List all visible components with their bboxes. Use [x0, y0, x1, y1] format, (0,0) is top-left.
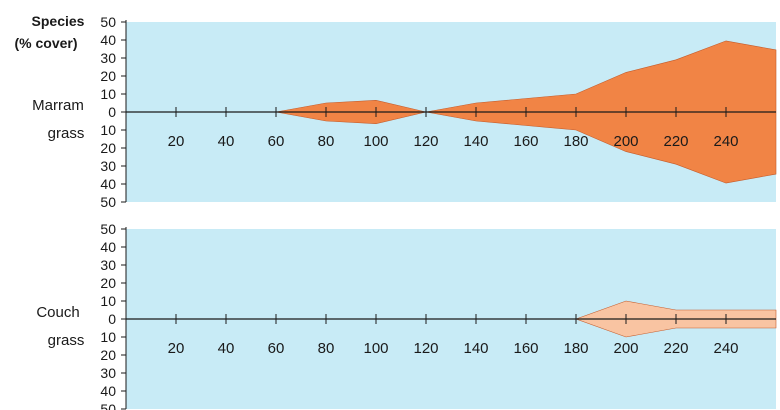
x-tick-label: 40 — [218, 340, 235, 357]
y-tick-label: 40 — [100, 32, 116, 48]
species-label-line-1: Couch — [36, 304, 79, 321]
y-tick-label: 10 — [100, 86, 116, 102]
y-tick-label: 10 — [100, 329, 116, 345]
species-label-line-2: grass — [48, 125, 85, 142]
y-tick-label: 20 — [100, 347, 116, 363]
x-tick-label: 60 — [268, 133, 285, 150]
y-header-line-1: Species — [32, 13, 85, 29]
x-tick-label: 160 — [513, 340, 538, 357]
x-tick-label: 220 — [663, 133, 688, 150]
y-tick-label: 30 — [100, 257, 116, 273]
x-tick-label: 40 — [218, 133, 235, 150]
x-tick-label: 200 — [613, 340, 638, 357]
y-tick-label: 10 — [100, 293, 116, 309]
x-tick-label: 220 — [663, 340, 688, 357]
x-tick-label: 60 — [268, 340, 285, 357]
x-tick-label: 20 — [168, 133, 185, 150]
y-tick-label: 30 — [100, 365, 116, 381]
species-label-line-2: grass — [48, 332, 85, 349]
y-tick-label: 10 — [100, 122, 116, 138]
x-tick-label: 100 — [363, 133, 388, 150]
y-tick-label: 0 — [108, 104, 116, 120]
x-tick-label: 180 — [563, 133, 588, 150]
y-tick-label: 20 — [100, 68, 116, 84]
y-tick-label: 30 — [100, 158, 116, 174]
y-tick-label: 40 — [100, 176, 116, 192]
y-tick-label: 40 — [100, 383, 116, 399]
y-tick-label: 0 — [108, 311, 116, 327]
y-tick-label: 20 — [100, 275, 116, 291]
x-tick-label: 200 — [613, 133, 638, 150]
x-tick-label: 100 — [363, 340, 388, 357]
y-tick-label: 20 — [100, 140, 116, 156]
x-tick-label: 140 — [463, 340, 488, 357]
y-tick-label: 50 — [100, 401, 116, 410]
x-tick-label: 240 — [713, 133, 738, 150]
species-label-line-1: Marram — [32, 97, 84, 114]
y-tick-label: 50 — [100, 14, 116, 30]
x-tick-label: 140 — [463, 133, 488, 150]
x-tick-label: 20 — [168, 340, 185, 357]
y-tick-label: 50 — [100, 221, 116, 237]
x-tick-label: 80 — [318, 340, 335, 357]
x-tick-label: 120 — [413, 133, 438, 150]
y-tick-label: 30 — [100, 50, 116, 66]
x-tick-label: 80 — [318, 133, 335, 150]
x-tick-label: 120 — [413, 340, 438, 357]
y-tick-label: 40 — [100, 239, 116, 255]
x-tick-label: 240 — [713, 340, 738, 357]
x-tick-label: 180 — [563, 340, 588, 357]
y-header-line-2: (% cover) — [14, 35, 77, 51]
y-tick-label: 50 — [100, 194, 116, 210]
x-tick-label: 160 — [513, 133, 538, 150]
